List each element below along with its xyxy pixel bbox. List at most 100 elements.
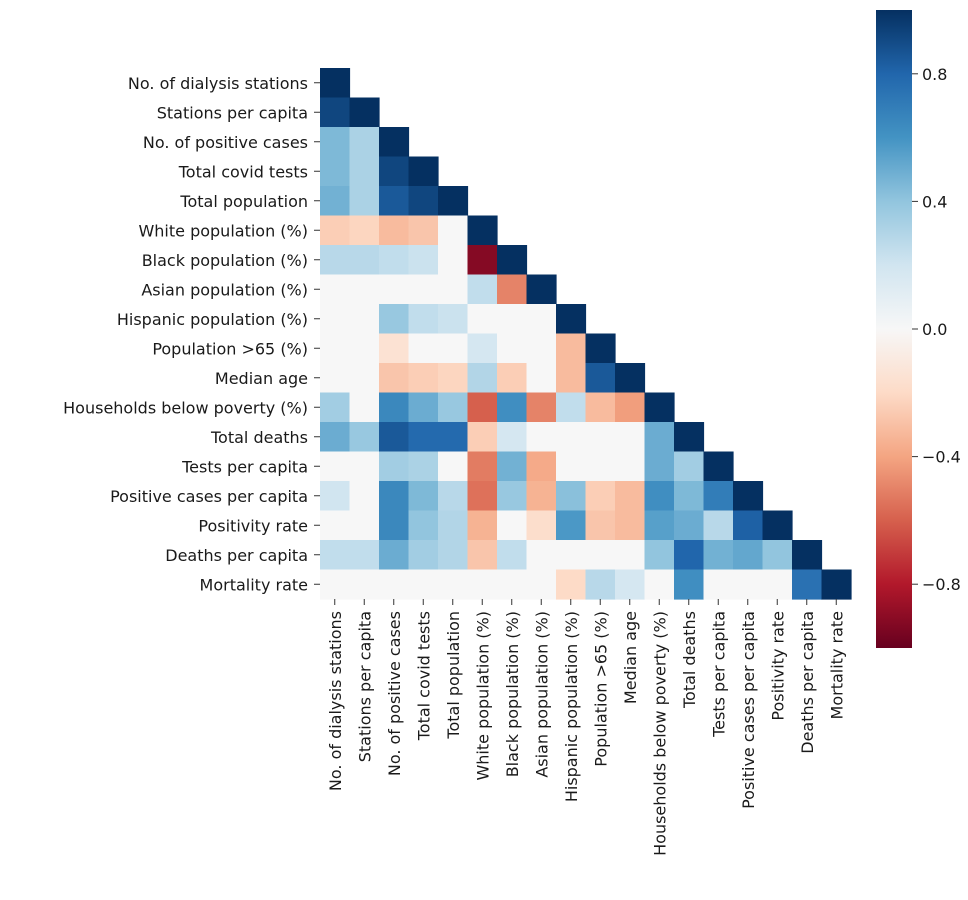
heatmap-cell xyxy=(467,215,498,246)
heatmap-cell xyxy=(703,510,734,541)
heatmap-cell xyxy=(467,540,498,571)
heatmap-cell xyxy=(644,540,675,571)
heatmap-cell xyxy=(497,274,528,305)
heatmap-cell xyxy=(585,481,616,512)
heatmap-cell xyxy=(497,245,528,276)
heatmap-cell xyxy=(615,451,646,482)
colorbar-ticks: 0.8 0.4 0.0 −0.4 −0.8 xyxy=(912,65,961,594)
colorbar-tick-label: 0.4 xyxy=(922,192,947,211)
x-tick-label: No. of positive cases xyxy=(385,611,404,776)
heatmap-cell xyxy=(379,540,410,571)
heatmap-cell xyxy=(320,156,351,187)
heatmap-cell xyxy=(320,422,351,453)
heatmap-cell xyxy=(556,304,587,335)
heatmap-cell xyxy=(497,304,528,335)
x-tick-label: Positive cases per capita xyxy=(739,611,758,809)
heatmap-cell xyxy=(349,186,380,217)
heatmap-cell xyxy=(556,569,587,600)
colorbar-tick-label: −0.8 xyxy=(922,575,961,594)
heatmap-cell xyxy=(349,245,380,276)
heatmap-cell xyxy=(585,540,616,571)
heatmap-cell xyxy=(408,186,439,217)
heatmap-cell xyxy=(320,569,351,600)
heatmap-cell xyxy=(349,156,380,187)
x-tick-label: Population >65 (%) xyxy=(591,611,610,767)
heatmap-cell xyxy=(320,481,351,512)
heatmap-cell xyxy=(379,422,410,453)
heatmap-cell xyxy=(320,510,351,541)
heatmap-cell xyxy=(438,274,469,305)
x-tick-label: No. of dialysis stations xyxy=(326,611,345,791)
x-tick-label: Asian population (%) xyxy=(532,611,551,778)
heatmap-cell xyxy=(408,215,439,246)
heatmap-cell xyxy=(792,540,823,571)
heatmap-cell xyxy=(320,333,351,364)
heatmap-cell xyxy=(526,304,557,335)
heatmap-cell xyxy=(438,304,469,335)
heatmap-cell xyxy=(379,156,410,187)
y-tick-label: Total deaths xyxy=(210,428,308,447)
heatmap-cell xyxy=(379,186,410,217)
y-tick-label: Mortality rate xyxy=(200,575,308,594)
y-tick-label: Tests per capita xyxy=(181,457,308,476)
heatmap-cell xyxy=(379,510,410,541)
y-tick-label: Median age xyxy=(215,369,308,388)
heatmap-cell xyxy=(467,333,498,364)
heatmap-cell xyxy=(379,569,410,600)
heatmap-cell xyxy=(349,451,380,482)
heatmap-cell xyxy=(438,569,469,600)
heatmap-cell xyxy=(526,510,557,541)
x-tick-label: Households below poverty (%) xyxy=(650,611,669,856)
x-tick-label: Black population (%) xyxy=(503,611,522,777)
heatmap-cell xyxy=(497,363,528,394)
heatmap-cell xyxy=(585,333,616,364)
heatmap-cell xyxy=(762,510,793,541)
heatmap-cell xyxy=(585,363,616,394)
heatmap-cell xyxy=(556,481,587,512)
heatmap-cell xyxy=(379,127,410,158)
y-tick-label: White population (%) xyxy=(138,221,308,240)
x-tick-label: Stations per capita xyxy=(355,611,374,762)
heatmap-cell xyxy=(703,540,734,571)
heatmap-cell xyxy=(379,451,410,482)
heatmap-cell xyxy=(408,156,439,187)
x-tick-label: White population (%) xyxy=(473,611,492,781)
heatmap-cell xyxy=(379,363,410,394)
heatmap-cell xyxy=(438,333,469,364)
heatmap-cell xyxy=(438,510,469,541)
heatmap-cell xyxy=(703,481,734,512)
heatmap-cell xyxy=(467,245,498,276)
heatmap-cell xyxy=(467,363,498,394)
heatmap-cell xyxy=(438,186,469,217)
heatmap-cell xyxy=(526,569,557,600)
heatmap-cell xyxy=(556,422,587,453)
heatmap-cell xyxy=(320,68,351,99)
heatmap-cell xyxy=(408,392,439,423)
heatmap-cell xyxy=(674,540,705,571)
heatmap-cell xyxy=(349,215,380,246)
heatmap-cell xyxy=(556,510,587,541)
colorbar-tick-label: 0.8 xyxy=(922,65,947,84)
heatmap-cell xyxy=(320,127,351,158)
heatmap-cell xyxy=(349,481,380,512)
heatmap-cell xyxy=(615,422,646,453)
x-tick-label: Total covid tests xyxy=(414,611,433,741)
heatmap-cell xyxy=(497,569,528,600)
heatmap-cell xyxy=(320,245,351,276)
heatmap-cell xyxy=(320,97,351,128)
heatmap-cell xyxy=(792,569,823,600)
heatmap-cell xyxy=(615,481,646,512)
y-tick-label: No. of positive cases xyxy=(143,133,308,152)
heatmap-cell xyxy=(615,363,646,394)
heatmap-cell xyxy=(703,569,734,600)
heatmap-cell xyxy=(438,215,469,246)
heatmap-cell xyxy=(320,274,351,305)
heatmap-cell xyxy=(644,569,675,600)
heatmap-cell xyxy=(585,569,616,600)
heatmap-cell xyxy=(320,363,351,394)
y-tick-label: Households below poverty (%) xyxy=(63,398,308,417)
heatmap-cell xyxy=(379,215,410,246)
heatmap-cell xyxy=(349,510,380,541)
heatmap-cell xyxy=(497,540,528,571)
heatmap-cell xyxy=(644,481,675,512)
